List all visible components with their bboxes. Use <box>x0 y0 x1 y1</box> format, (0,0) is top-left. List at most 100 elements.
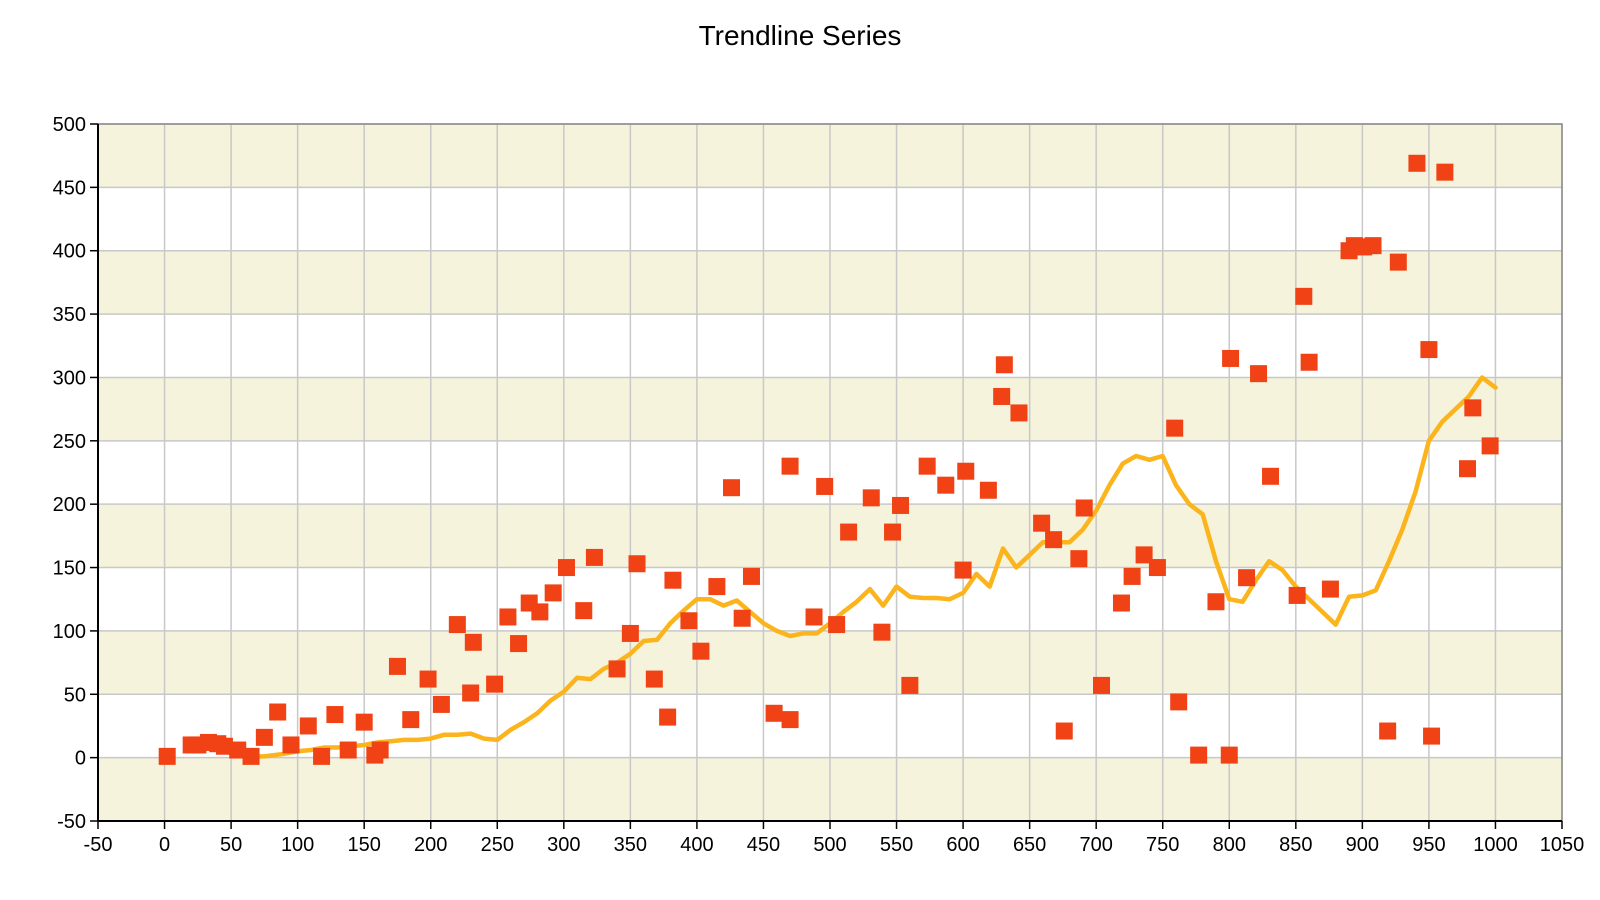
x-tick-label: 550 <box>880 834 913 856</box>
scatter-point <box>723 479 741 497</box>
scatter-point <box>269 703 287 721</box>
x-tick-label: 750 <box>1146 834 1179 856</box>
scatter-point <box>873 623 891 641</box>
x-tick-label: 50 <box>220 834 242 856</box>
x-tick-label: 350 <box>614 834 647 856</box>
scatter-point <box>1321 580 1339 598</box>
scatter-point <box>1075 499 1093 517</box>
scatter-point <box>1250 365 1268 383</box>
scatter-point <box>957 462 975 480</box>
scatter-point <box>692 642 710 660</box>
scatter-point <box>621 624 639 642</box>
scatter-point <box>1135 546 1153 564</box>
x-tick-label: 700 <box>1079 834 1112 856</box>
scatter-point <box>742 567 760 585</box>
y-tick-label: 0 <box>75 748 86 770</box>
x-tick-label: -50 <box>84 834 113 856</box>
y-tick-label: 150 <box>53 558 86 580</box>
y-tick-label: 300 <box>53 367 86 389</box>
x-tick-label: 1050 <box>1540 834 1585 856</box>
scatter-point <box>1045 531 1063 549</box>
scatter-point <box>531 603 549 621</box>
scatter-point <box>355 713 373 731</box>
scatter-point <box>585 548 603 566</box>
x-tick-label: 1000 <box>1473 834 1518 856</box>
x-tick-label: 300 <box>547 834 580 856</box>
x-tick-label: 650 <box>1013 834 1046 856</box>
y-tick-label: 100 <box>53 621 86 643</box>
y-tick-label: 250 <box>53 431 86 453</box>
x-tick-label: 100 <box>281 834 314 856</box>
scatter-point <box>828 616 846 634</box>
scatter-point <box>419 670 437 688</box>
scatter-point <box>680 612 698 630</box>
scatter-point <box>781 711 799 729</box>
scatter-point <box>608 660 626 678</box>
scatter-point <box>1364 237 1382 255</box>
scatter-point <box>1093 676 1111 694</box>
y-tick-label: 500 <box>53 114 86 136</box>
scatter-point <box>544 584 562 602</box>
scatter-point <box>628 555 646 573</box>
scatter-point <box>1481 437 1499 455</box>
scatter-point <box>1379 722 1397 740</box>
scatter-point <box>1222 349 1240 367</box>
y-tick-label: 350 <box>53 304 86 326</box>
scatter-point <box>313 747 331 765</box>
scatter-point <box>664 571 682 589</box>
scatter-point <box>892 496 910 514</box>
scatter-point <box>371 741 389 759</box>
x-tick-label: 0 <box>159 834 170 856</box>
scatter-point <box>708 578 726 596</box>
x-tick-label: 600 <box>946 834 979 856</box>
scatter-point <box>1070 550 1088 568</box>
scatter-point <box>215 737 233 755</box>
x-tick-label: 950 <box>1412 834 1445 856</box>
scatter-point <box>1423 727 1441 745</box>
scatter-point <box>299 717 317 735</box>
scatter-point <box>918 457 936 475</box>
scatter-point <box>954 561 972 579</box>
scatter-point <box>510 635 528 653</box>
scatter-point <box>733 609 751 627</box>
scatter-point <box>1436 163 1454 181</box>
scatter-point <box>1295 287 1313 305</box>
scatter-point <box>979 481 997 499</box>
scatter-point <box>862 489 880 507</box>
scatter-point <box>901 676 919 694</box>
scatter-point <box>448 616 466 634</box>
scatter-point <box>575 602 593 620</box>
scatter-point <box>1220 746 1238 764</box>
scatter-point <box>840 523 858 541</box>
scatter-point <box>1190 746 1208 764</box>
scatter-point <box>499 608 517 626</box>
scatter-point <box>1055 722 1073 740</box>
scatter-point <box>1238 569 1256 587</box>
scatter-point <box>402 711 420 729</box>
scatter-point <box>255 728 273 746</box>
scatter-point <box>1148 559 1166 577</box>
scatter-point <box>1207 593 1225 611</box>
scatter-point <box>1389 253 1407 271</box>
y-tick-label: 50 <box>64 684 86 706</box>
x-tick-label: 200 <box>414 834 447 856</box>
scatter-point <box>995 356 1013 374</box>
scatter-point <box>1262 467 1280 485</box>
chart-title: Trendline Series <box>698 20 902 51</box>
scatter-point <box>1288 586 1306 604</box>
scatter-point <box>1408 154 1426 172</box>
scatter-point <box>229 741 247 759</box>
scatter-point <box>765 704 783 722</box>
y-tick-label: 450 <box>53 177 86 199</box>
scatter-point <box>158 747 176 765</box>
scatter-point <box>464 633 482 651</box>
scatter-point <box>937 476 955 494</box>
x-tick-label: 400 <box>680 834 713 856</box>
scatter-point <box>557 559 575 577</box>
scatter-point <box>993 387 1011 405</box>
x-tick-label: 800 <box>1213 834 1246 856</box>
x-tick-label: 250 <box>481 834 514 856</box>
scatter-point <box>1166 419 1184 437</box>
